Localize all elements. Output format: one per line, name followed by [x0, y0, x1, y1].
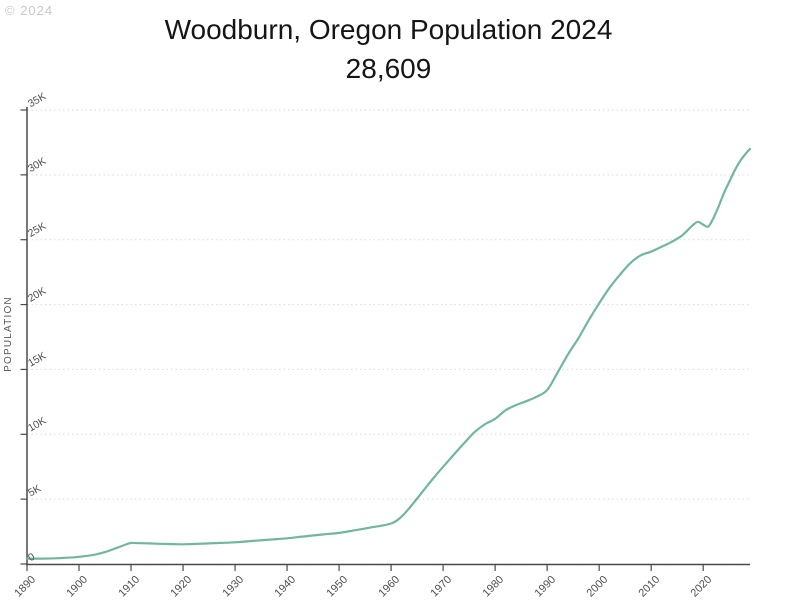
x-tick-label: 1910 [116, 574, 142, 600]
x-tick-label: 1930 [220, 574, 246, 600]
x-tick-label: 1980 [480, 574, 506, 600]
x-tick-label: 2000 [584, 574, 610, 600]
population-line [25, 147, 752, 560]
y-tick-label: 25K [26, 220, 48, 240]
x-tick-label: 1890 [12, 574, 38, 600]
chart-title: Woodburn, Oregon Population 2024 [164, 14, 613, 45]
x-tick-label: 1990 [532, 574, 558, 600]
y-axis-label: POPULATION [3, 296, 14, 372]
series-line-population [25, 147, 752, 560]
x-tick-label: 1940 [272, 574, 298, 600]
copyright-watermark: © 2024 [5, 3, 54, 18]
tick-labels: 0 5K 10K 15K 20K 25K 30K 35K 1890 1900 1910 1920 193… [12, 90, 714, 599]
chart-subtitle-population-value: 28,609 [345, 53, 432, 84]
y-tick-label: 5K [26, 482, 43, 499]
y-tick-label: 10K [26, 415, 48, 435]
axes [20, 107, 750, 571]
y-tick-label: 35K [26, 90, 48, 110]
gridlines [27, 109, 750, 565]
x-tick-label: 1920 [168, 574, 194, 600]
x-tick-label: 2010 [636, 574, 662, 600]
y-tick-label: 15K [26, 350, 48, 370]
x-tick-label: 2020 [689, 574, 715, 600]
x-tick-label: 1950 [324, 574, 350, 600]
x-tick-label: 1900 [64, 574, 90, 600]
y-tick-label: 0 [26, 551, 37, 564]
x-tick-label: 1960 [376, 574, 402, 600]
x-tick-label: 1970 [428, 574, 454, 600]
y-tick-label: 20K [26, 285, 48, 305]
y-tick-label: 30K [26, 155, 48, 175]
